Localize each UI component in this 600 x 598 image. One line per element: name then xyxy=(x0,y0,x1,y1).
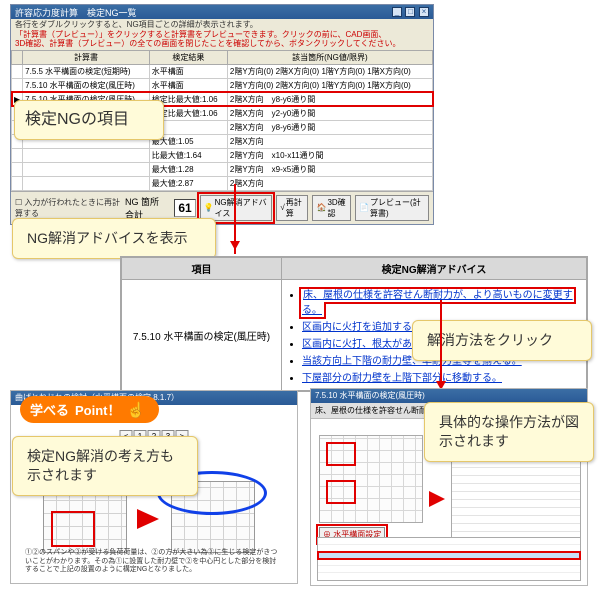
advice-col-item: 項目 xyxy=(122,258,282,280)
callout-explain: 検定NG解消の考え方も示されます xyxy=(12,436,198,496)
operation-title: 7.5.10 水平構面の検定(風圧時) xyxy=(311,389,587,403)
arrow-icon xyxy=(429,491,445,507)
ng-table-head: 計算書 検定結果 該当箇所(NG値/限界) xyxy=(12,50,433,64)
row-marker xyxy=(12,162,23,176)
window-title: 許容応力度計算 検定NG一覧 xyxy=(15,6,137,18)
row-book: 7.5.5 水平構面の検定(短期時) xyxy=(23,64,150,78)
table-row[interactable]: 最大値:2.872階X方向 xyxy=(12,176,433,190)
row-marker xyxy=(12,148,23,162)
row-book: 7.5.10 水平構面の検定(風圧時) xyxy=(23,78,150,92)
count-label: NG 箇所合計 xyxy=(125,195,168,221)
row-result: 最大値:1.28 xyxy=(149,162,227,176)
callout-click-method: 解消方法をクリック xyxy=(412,320,592,361)
row-book xyxy=(23,162,150,176)
window-controls: _ □ × xyxy=(391,6,429,18)
maximize-icon[interactable]: □ xyxy=(405,7,415,17)
row-result: 水平構面 xyxy=(149,78,227,92)
table-row[interactable]: 最大値:1.282階Y方向 x9-x5通り間 xyxy=(12,162,433,176)
ng-advice-button[interactable]: 💡NG解消アドバイス xyxy=(200,195,273,221)
highlight-box xyxy=(51,511,95,547)
toolbar-note: 各行をダブルクリックすると、NG項目ごとの詳細が表示されます。 「計算書（プレビ… xyxy=(11,19,433,50)
advice-link[interactable]: 下屋部分の耐力壁を上階下部分に移動する。 xyxy=(302,373,502,384)
row-detail: 2階Y方向 x10-x11通り間 xyxy=(227,148,432,162)
row-marker xyxy=(12,78,23,92)
callout-operation: 具体的な操作方法が図示されます xyxy=(424,402,594,462)
col-chk xyxy=(12,50,23,64)
mini-strip xyxy=(317,537,581,581)
row-result: 最大値:2.87 xyxy=(149,176,227,190)
row-detail: 2階X方向 xyxy=(227,176,432,190)
row-marker xyxy=(12,64,23,78)
callout-show-advice: NG解消アドバイスを表示 xyxy=(12,218,216,259)
col-book: 計算書 xyxy=(23,50,150,64)
row-result: 比最大値:1.64 xyxy=(149,148,227,162)
row-detail: 2階X方向 y8-y6通り間 xyxy=(227,120,432,134)
row-detail: 2階X方向 y8-y6通り間 xyxy=(227,92,432,106)
row-book xyxy=(23,148,150,162)
col-detail: 該当箇所(NG値/限界) xyxy=(227,50,432,64)
row-detail: 2階Y方向 x9-x5通り間 xyxy=(227,162,432,176)
3d-button[interactable]: 🏠3D確認 xyxy=(312,195,351,221)
advice-col-advice: 検定NG解消アドバイス xyxy=(282,258,587,280)
advice-link[interactable]: 区画内に火打を追加する。 xyxy=(302,322,422,333)
point-badge: 学べる Point！ ☝️ xyxy=(20,396,159,423)
arrow-icon xyxy=(234,184,236,254)
mini-plan xyxy=(319,435,423,523)
callout-ng-item: 検定NGの項目 xyxy=(14,100,164,140)
preview-button[interactable]: 📄プレビュー(計算書) xyxy=(355,195,429,221)
highlight-box xyxy=(326,442,356,466)
explain-caption: ①②のスパンや②が受ける負荷荷量は、②の方が大きい為②に生じる検定がきついことが… xyxy=(25,549,283,575)
row-detail: 2階X方向 y2-y0通り間 xyxy=(227,106,432,120)
minimize-icon[interactable]: _ xyxy=(392,7,402,17)
table-row[interactable]: 比最大値:1.642階Y方向 x10-x11通り間 xyxy=(12,148,433,162)
col-result: 検定結果 xyxy=(149,50,227,64)
hand-icon: ☝️ xyxy=(127,401,146,419)
titlebar: 許容応力度計算 検定NG一覧 _ □ × xyxy=(11,5,433,19)
arrow-icon xyxy=(440,300,442,394)
ng-count: 61 xyxy=(174,199,196,217)
advice-link[interactable]: 床、屋根の仕様を許容せん断耐力が、より高いものに変更する。 xyxy=(302,290,573,316)
table-row[interactable]: 7.5.5 水平構面の検定(短期時)水平構面2階Y方向(0) 2階X方向(0) … xyxy=(12,64,433,78)
advice-row-label: 7.5.10 水平構面の検定(風圧時) xyxy=(122,280,282,391)
recalc-checkbox[interactable]: ☐ 入力が行われたときに再計算する xyxy=(15,197,121,219)
row-result: 水平構面 xyxy=(149,64,227,78)
highlight-box xyxy=(326,480,356,504)
row-detail: 2階Y方向(0) 2階X方向(0) 1階Y方向(0) 1階X方向(0) xyxy=(227,78,432,92)
row-marker xyxy=(12,176,23,190)
row-detail: 2階Y方向(0) 2階X方向(0) 1階Y方向(0) 1階X方向(0) xyxy=(227,64,432,78)
close-icon[interactable]: × xyxy=(419,7,429,17)
row-detail: 2階X方向 xyxy=(227,134,432,148)
row-book xyxy=(23,176,150,190)
recalc-button[interactable]: √再計算 xyxy=(276,195,308,221)
table-row[interactable]: 7.5.10 水平構面の検定(風圧時)水平構面2階Y方向(0) 2階X方向(0)… xyxy=(12,78,433,92)
arrow-icon xyxy=(137,509,159,529)
